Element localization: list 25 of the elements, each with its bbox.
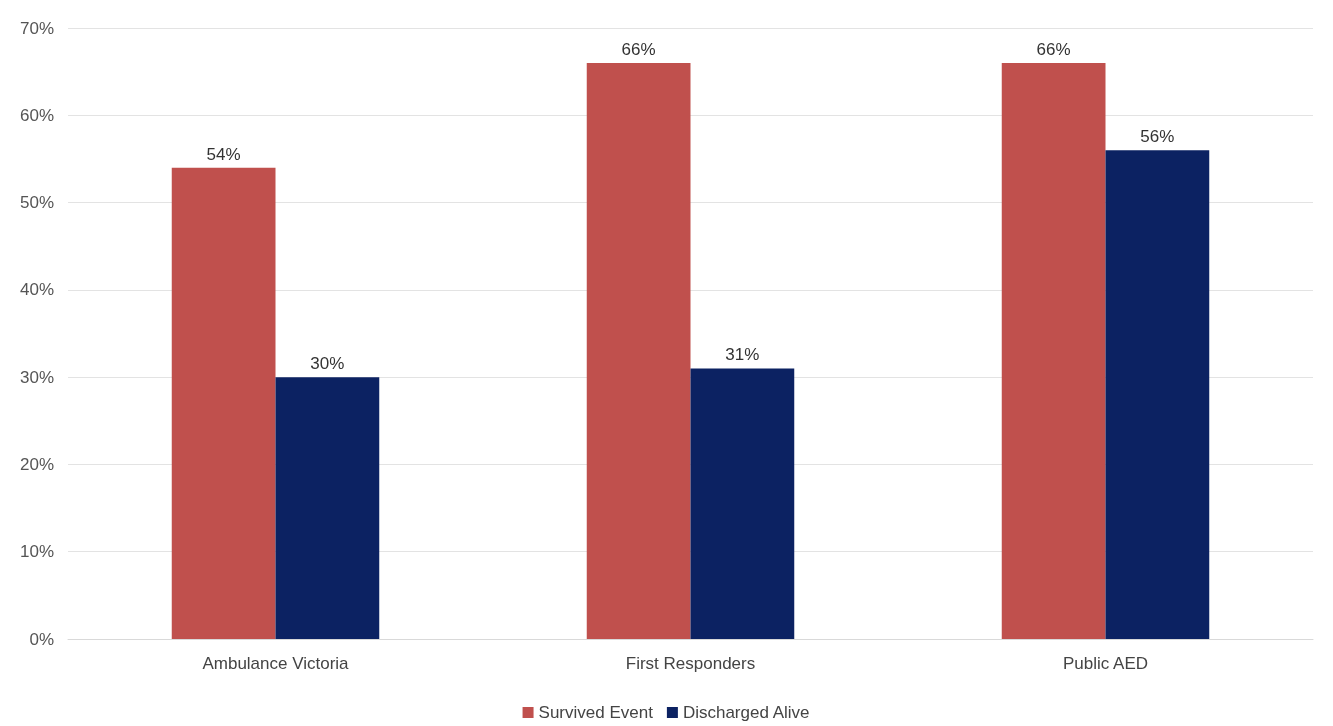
x-tick-label: Public AED <box>1062 654 1149 673</box>
bar <box>690 368 795 639</box>
x-tick-label: First Responders <box>625 654 756 673</box>
bar <box>171 167 276 639</box>
data-label: 56% <box>1140 127 1175 147</box>
data-label: 66% <box>621 39 656 59</box>
y-tick-label: 50% <box>19 193 54 213</box>
data-label: 30% <box>310 354 345 374</box>
data-label: 54% <box>206 144 241 164</box>
legend-label: Survived Event <box>538 703 654 722</box>
bar <box>1001 62 1106 639</box>
data-label: 66% <box>1036 39 1071 59</box>
bar <box>275 377 380 639</box>
y-tick-label: 40% <box>19 280 54 300</box>
bar <box>1105 150 1210 639</box>
y-tick-label: 20% <box>19 454 54 474</box>
y-tick-label: 0% <box>29 629 54 649</box>
data-label: 31% <box>725 345 760 365</box>
bar <box>586 62 691 639</box>
y-tick-label: 30% <box>19 367 54 387</box>
y-tick-label: 70% <box>19 18 54 38</box>
y-tick-label: 60% <box>19 105 54 125</box>
legend-label: Discharged Alive <box>682 703 810 722</box>
y-tick-label: 10% <box>19 542 54 562</box>
x-tick-label: Ambulance Victoria <box>202 654 350 673</box>
